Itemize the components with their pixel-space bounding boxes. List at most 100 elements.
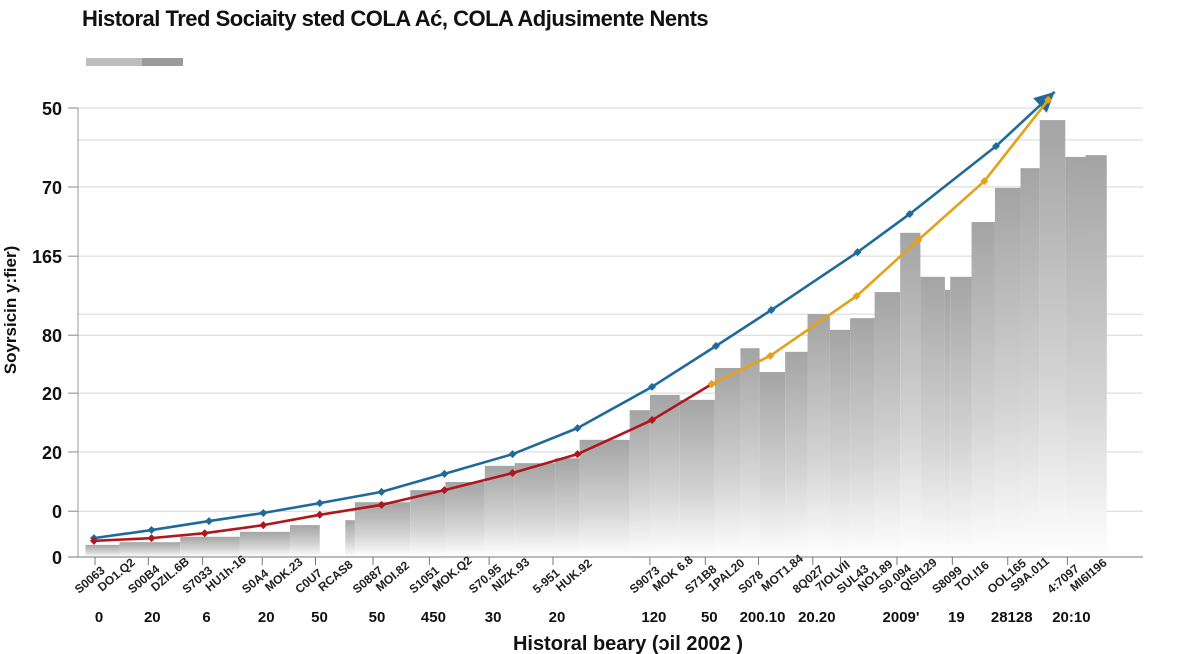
histogram-bar (740, 348, 760, 557)
x-tick-label-value: 2009' (883, 609, 920, 626)
histogram-bars (85, 120, 1107, 558)
data-point-blue (204, 517, 213, 526)
series-line-yellow (711, 99, 1050, 386)
data-point-blue (767, 306, 776, 315)
x-tick-label-value: 28128 (991, 609, 1033, 626)
histogram-bar (679, 399, 715, 557)
data-point-yellow (852, 292, 861, 301)
data-point-yellow (980, 177, 989, 186)
histogram-bar (514, 463, 556, 557)
histogram-bar (345, 520, 355, 557)
data-point-red (377, 500, 386, 509)
data-point-red (200, 529, 209, 538)
y-tick-label: 20 (42, 384, 62, 404)
histogram-bar (180, 536, 240, 557)
histogram-bar (1085, 155, 1107, 557)
histogram-bar (85, 544, 120, 557)
histogram-bar (649, 394, 680, 557)
data-point-blue (315, 499, 324, 508)
histogram-bar (410, 490, 446, 557)
y-tick-label: 50 (42, 99, 62, 119)
histogram-bar (785, 351, 808, 557)
x-tick-label-value: 20:10 (1052, 609, 1090, 626)
data-point-red (259, 521, 268, 530)
legend-swatch-dark (142, 58, 183, 66)
x-tick-label-value: 6 (202, 609, 210, 626)
x-tick-label-value: 30 (485, 609, 502, 626)
data-point-yellow (707, 380, 716, 389)
data-point-blue (905, 209, 914, 218)
histogram-bar (971, 222, 995, 557)
histogram-bar (484, 465, 515, 557)
x-tick-label-value: 50 (311, 609, 328, 626)
data-point-red (147, 534, 156, 543)
y-tick-label: 0 (52, 502, 62, 522)
data-point-red (89, 536, 98, 545)
y-tick-label: 70 (42, 178, 62, 198)
data-point-yellow (914, 236, 923, 245)
x-tick-label-value: 19 (948, 609, 965, 626)
data-point-blue (992, 142, 1001, 151)
data-point-red (508, 469, 517, 478)
histogram-bar (850, 318, 875, 557)
data-point-blue (711, 341, 720, 350)
x-tick-label-value: 450 (421, 609, 446, 626)
data-point-red (648, 416, 657, 425)
data-point-blue (377, 487, 386, 496)
histogram-bar (1020, 168, 1040, 557)
x-tick-label-value: 0 (95, 609, 103, 626)
data-point-yellow (766, 351, 775, 360)
data-point-blue (147, 526, 156, 535)
histogram-bar (1039, 120, 1066, 558)
x-tick-label-value: 120 (641, 609, 666, 626)
histogram-bar (1065, 156, 1086, 558)
y-axis-title: Soyrsicin y:fier) (1, 246, 20, 375)
series-lines (89, 90, 1056, 545)
histogram-bar (874, 292, 901, 557)
series-line-blue (93, 90, 1056, 540)
data-point-blue (853, 248, 862, 257)
histogram-bar (900, 232, 921, 557)
x-tick-label-value: 20 (144, 609, 161, 626)
data-point-blue (573, 424, 582, 433)
data-point-red (573, 450, 582, 459)
histogram-bar (759, 372, 786, 557)
histogram-bar (944, 289, 951, 557)
histogram-bar (555, 458, 580, 557)
histogram-bar (289, 525, 320, 557)
histogram-bar (354, 502, 411, 557)
y-tick-label: 165 (32, 247, 62, 267)
data-point-blue (508, 450, 517, 459)
legend-swatch-light (86, 58, 142, 66)
data-point-red (315, 510, 324, 519)
x-tick-label-value: 20 (258, 609, 275, 626)
data-point-blue (440, 469, 449, 478)
histogram-bar (920, 276, 945, 557)
chart-title: Historal Tred Sociaity sted COLA Ać, COL… (82, 6, 709, 31)
histogram-bar (119, 542, 181, 557)
x-tick-label-value: 200.10 (740, 609, 786, 626)
y-tick-label: 80 (42, 326, 62, 346)
legend-swatch (86, 58, 183, 66)
data-point-blue (648, 382, 657, 391)
x-tick-label-value: 20 (549, 609, 566, 626)
histogram-bar (579, 439, 630, 557)
x-tick-label-value: 50 (701, 609, 718, 626)
histogram-bar (829, 329, 851, 557)
histogram-bar (950, 276, 972, 557)
x-tick-label-value: 50 (369, 609, 386, 626)
x-axis-title: Historal beary (ɔil 2002 ) (513, 633, 743, 654)
histogram-bar (714, 367, 741, 557)
y-tick-label: 20 (42, 443, 62, 463)
y-tick-label: 0 (52, 548, 62, 568)
data-point-blue (259, 508, 268, 517)
histogram-bar (239, 531, 290, 557)
histogram-bar (629, 410, 650, 557)
histogram-bar (445, 482, 485, 557)
histogram-bar (994, 187, 1021, 557)
x-tick-label-value: 20.20 (798, 609, 836, 626)
data-point-yellow (1044, 95, 1053, 104)
histogram-bar (807, 314, 830, 557)
data-point-red (440, 486, 449, 495)
